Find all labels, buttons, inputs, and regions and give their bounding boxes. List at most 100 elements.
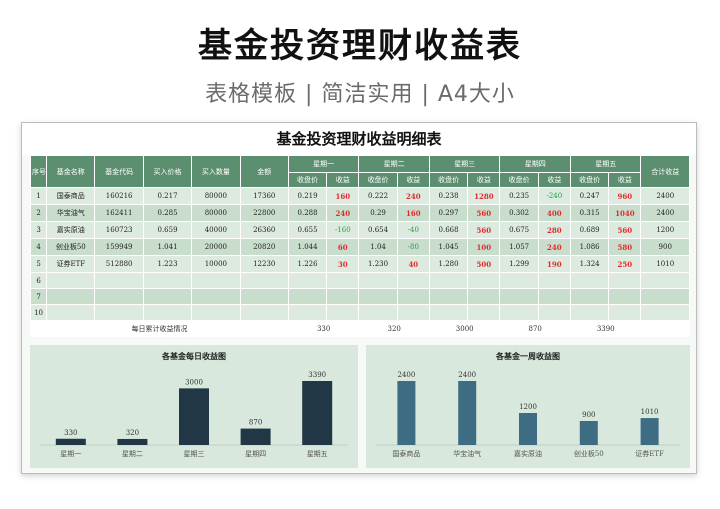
cell-close: 0.668 bbox=[428, 221, 469, 239]
header-qty: 买入数量 bbox=[191, 155, 241, 188]
cell-qty: 80000 bbox=[191, 204, 241, 222]
header-seq: 序号 bbox=[29, 155, 48, 188]
cell-amount: 26360 bbox=[239, 221, 289, 239]
cell-gain: -80 bbox=[396, 238, 430, 256]
cell-close: 1.057 bbox=[499, 238, 539, 256]
empty-cell bbox=[499, 304, 539, 321]
empty-cell bbox=[94, 304, 144, 321]
empty-cell bbox=[142, 304, 193, 321]
cell-seq: 1 bbox=[29, 187, 48, 205]
cell-name: 华宝油气 bbox=[46, 204, 96, 222]
empty-cell bbox=[569, 304, 610, 321]
weekly-gain-chart: 各基金一周收益图 2400 国泰商品 2400 华宝油气 1200 嘉实原油 900 创业板5… bbox=[366, 345, 690, 468]
empty-cell bbox=[358, 272, 398, 289]
cell-price: 1.041 bbox=[142, 238, 193, 256]
empty-row: 6 bbox=[29, 272, 690, 289]
empty-cell bbox=[191, 304, 241, 321]
cell-total: 1010 bbox=[640, 255, 690, 273]
cell-close: 0.302 bbox=[499, 204, 539, 222]
data-label: 330 bbox=[64, 429, 77, 437]
empty-cell bbox=[239, 288, 289, 305]
charts-area: 各基金每日收益图 330 星期一 320 星期二 3000 星期三 870 星期四 3390 星期… bbox=[30, 345, 690, 468]
empty-cell bbox=[191, 272, 241, 289]
bar bbox=[579, 421, 598, 445]
bar bbox=[55, 438, 86, 445]
daily-total-value: 3000 bbox=[428, 320, 501, 337]
cell-close: 1.230 bbox=[358, 255, 398, 273]
cell-gain: 30 bbox=[326, 255, 360, 273]
header-gain: 收益 bbox=[537, 172, 571, 188]
page-title: 基金投资理财收益表 bbox=[198, 26, 522, 66]
bar bbox=[240, 428, 271, 445]
cell-gain: 240 bbox=[326, 204, 360, 222]
cell-close: 1.324 bbox=[569, 255, 610, 273]
cell-code: 512880 bbox=[94, 255, 144, 273]
data-label: 870 bbox=[249, 419, 262, 427]
cell-gain: 960 bbox=[608, 187, 642, 205]
chart-title: 各基金一周收益图 bbox=[496, 351, 560, 361]
cell-close: 0.222 bbox=[358, 187, 398, 205]
cell-close: 0.675 bbox=[499, 221, 539, 239]
tick-label: 星期二 bbox=[122, 450, 143, 458]
sheet-title: 基金投资理财收益明细表 bbox=[22, 123, 696, 155]
cell-total: 2400 bbox=[640, 204, 690, 222]
chart-title: 各基金每日收益图 bbox=[162, 351, 226, 361]
cell-close: 0.235 bbox=[499, 187, 539, 205]
data-label: 2400 bbox=[397, 371, 415, 379]
cell-close: 0.315 bbox=[569, 204, 610, 222]
cell-code: 160723 bbox=[94, 221, 144, 239]
cell-seq: 3 bbox=[29, 221, 48, 239]
empty-cell bbox=[46, 304, 96, 321]
cell-code: 162411 bbox=[94, 204, 144, 222]
empty-cell bbox=[396, 304, 430, 321]
cell-gain: 400 bbox=[537, 204, 571, 222]
cell-close: 1.045 bbox=[428, 238, 469, 256]
table-row: 5 证券ETF 512880 1.223 10000 12230 1.226 30 1.230 4… bbox=[29, 255, 690, 273]
empty-cell bbox=[287, 288, 328, 305]
data-label: 1010 bbox=[641, 408, 659, 416]
spreadsheet-preview: 基金投资理财收益明细表 序号 基金名称 基金代码 买入价格 买入数量 金额 星期… bbox=[21, 122, 697, 474]
cell-gain: 190 bbox=[537, 255, 571, 273]
cell-gain: 500 bbox=[467, 255, 501, 273]
tick-label: 证券ETF bbox=[635, 449, 664, 458]
empty-cell bbox=[46, 288, 96, 305]
cell-gain: 1280 bbox=[467, 187, 501, 205]
cell-gain: 1040 bbox=[608, 204, 642, 222]
cell-gain: 240 bbox=[396, 187, 430, 205]
data-label: 3000 bbox=[185, 378, 203, 386]
empty-cell bbox=[537, 304, 571, 321]
tick-label: 创业板50 bbox=[574, 449, 604, 458]
cell-amount: 17360 bbox=[239, 187, 289, 205]
empty-cell bbox=[499, 288, 539, 305]
empty-cell bbox=[239, 304, 289, 321]
tick-label: 华宝油气 bbox=[453, 449, 481, 458]
table-row: 2 华宝油气 162411 0.285 80000 22800 0.288 240 0.29 16… bbox=[29, 204, 690, 222]
cell-close: 1.226 bbox=[287, 255, 328, 273]
bar bbox=[519, 413, 537, 445]
header-gain: 收益 bbox=[326, 172, 360, 188]
cell-total: 900 bbox=[640, 238, 690, 256]
cell-gain: 60 bbox=[326, 238, 360, 256]
cell-price: 0.659 bbox=[142, 221, 193, 239]
data-label: 1200 bbox=[519, 403, 537, 411]
tick-label: 星期五 bbox=[307, 450, 328, 458]
empty-cell bbox=[94, 288, 144, 305]
empty-cell bbox=[239, 272, 289, 289]
empty-cell bbox=[396, 288, 430, 305]
header-close: 收盘价 bbox=[358, 172, 398, 188]
cell-close: 0.655 bbox=[287, 221, 328, 239]
bar bbox=[179, 388, 209, 445]
empty-cell bbox=[467, 288, 501, 305]
header-amount: 金额 bbox=[239, 155, 289, 188]
header-gain: 收益 bbox=[396, 172, 430, 188]
header-code: 基金代码 bbox=[94, 155, 144, 188]
cell-gain: -40 bbox=[396, 221, 430, 239]
cell-close: 1.04 bbox=[358, 238, 398, 256]
empty-cell bbox=[569, 288, 610, 305]
empty-cell bbox=[142, 272, 193, 289]
cell-qty: 10000 bbox=[191, 255, 241, 273]
cell-gain: 560 bbox=[608, 221, 642, 239]
bar bbox=[458, 381, 477, 445]
cell-gain: 40 bbox=[396, 255, 430, 273]
cell-qty: 20000 bbox=[191, 238, 241, 256]
